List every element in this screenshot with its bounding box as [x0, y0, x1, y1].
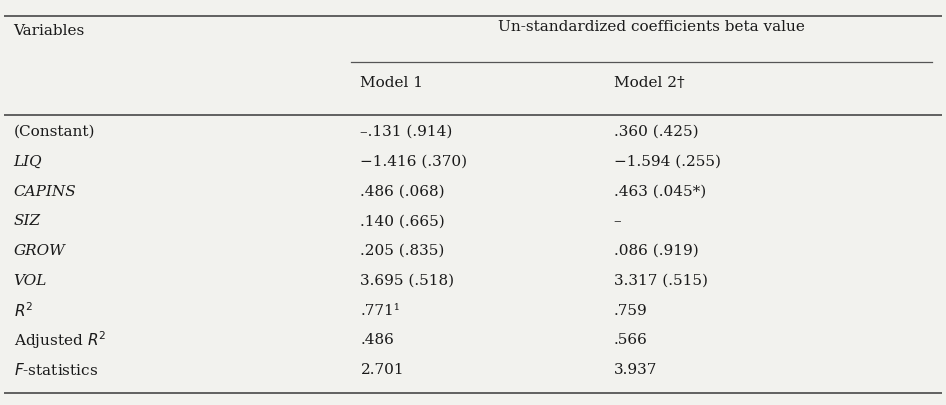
Text: 3.317 (.515): 3.317 (.515)	[614, 274, 708, 288]
Text: 3.695 (.518): 3.695 (.518)	[360, 274, 455, 288]
Text: .566: .566	[614, 333, 647, 347]
Text: .759: .759	[614, 304, 647, 318]
Text: .486: .486	[360, 333, 394, 347]
Text: .086 (.919): .086 (.919)	[614, 244, 698, 258]
Text: −1.416 (.370): −1.416 (.370)	[360, 155, 467, 169]
Text: SIZ: SIZ	[13, 214, 41, 228]
Text: .771¹: .771¹	[360, 304, 400, 318]
Text: .140 (.665): .140 (.665)	[360, 214, 446, 228]
Text: –: –	[614, 214, 622, 228]
Text: −1.594 (.255): −1.594 (.255)	[614, 155, 721, 169]
Text: Model 2†: Model 2†	[614, 76, 684, 90]
Text: .360 (.425): .360 (.425)	[614, 125, 698, 139]
Text: GROW: GROW	[13, 244, 65, 258]
Text: Un-standardized coefficients beta value: Un-standardized coefficients beta value	[498, 20, 805, 34]
Text: .486 (.068): .486 (.068)	[360, 185, 446, 198]
Text: –.131 (.914): –.131 (.914)	[360, 125, 453, 139]
Text: $R^2$: $R^2$	[13, 301, 33, 320]
Text: Adjusted $R^2$: Adjusted $R^2$	[13, 330, 106, 351]
Text: Variables: Variables	[13, 24, 85, 38]
Text: .205 (.835): .205 (.835)	[360, 244, 445, 258]
Text: CAPINS: CAPINS	[13, 185, 77, 198]
Text: $F$-statistics: $F$-statistics	[13, 362, 97, 378]
Text: (Constant): (Constant)	[13, 125, 95, 139]
Text: 3.937: 3.937	[614, 363, 657, 377]
Text: .463 (.045*): .463 (.045*)	[614, 185, 706, 198]
Text: LIQ: LIQ	[13, 155, 43, 169]
Text: 2.701: 2.701	[360, 363, 404, 377]
Text: VOL: VOL	[13, 274, 47, 288]
Text: Model 1: Model 1	[360, 76, 424, 90]
